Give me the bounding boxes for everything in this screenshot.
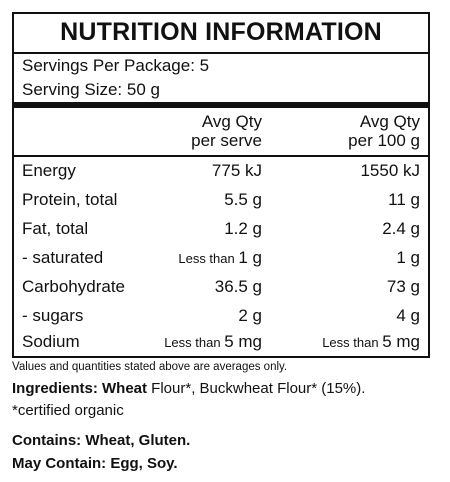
per-100g-value: 1550 kJ xyxy=(360,161,420,180)
per-serve-value: Less than 1 g xyxy=(178,248,262,267)
column-header-per-100g: Avg Qty per 100 g xyxy=(348,112,420,150)
table-row: Energy 775 kJ 1550 kJ xyxy=(14,157,428,186)
may-contain-statement: May Contain: Egg, Soy. xyxy=(12,455,178,472)
per-100g-value: Less than 5 mg xyxy=(322,332,420,351)
row-label: Energy xyxy=(22,161,76,180)
ingredients-label: Ingredients: xyxy=(12,380,98,397)
panel-title: NUTRITION INFORMATION xyxy=(60,18,382,46)
table-row: Sodium Less than 5 mg Less than 5 mg xyxy=(14,328,428,357)
servings-per-package: Servings Per Package: 5 xyxy=(22,56,210,75)
row-label: Protein, total xyxy=(22,190,118,209)
per-serve-value: 5.5 g xyxy=(224,190,262,209)
per-100g-value: 11 g xyxy=(388,190,420,209)
row-label: - saturated xyxy=(22,248,104,267)
serving-size: Serving Size: 50 g xyxy=(22,80,160,99)
table-row: Fat, total 1.2 g 2.4 g xyxy=(14,215,428,244)
averages-footnote: Values and quantities stated above are a… xyxy=(12,361,288,373)
row-label: Sodium xyxy=(22,332,80,351)
per-serve-line1: Avg Qty xyxy=(201,112,262,131)
per-serve-value: 775 kJ xyxy=(211,161,262,180)
per-serve-value: 2 g xyxy=(238,306,262,325)
table-row: Protein, total 5.5 g 11 g xyxy=(14,186,428,215)
per-serve-line2: per serve xyxy=(191,131,262,150)
per-serve-value: 36.5 g xyxy=(214,277,262,296)
per-100g-line2: per 100 g xyxy=(348,131,420,150)
ingredients-text: Flour*, Buckwheat Flour* (15%). xyxy=(147,380,366,397)
row-label: Carbohydrate xyxy=(22,277,126,296)
thick-divider xyxy=(14,102,428,108)
wheat-highlight: Wheat xyxy=(102,380,148,397)
column-header-per-serve: Avg Qty per serve xyxy=(191,112,262,150)
per-serve-value: 1.2 g xyxy=(224,219,262,238)
divider xyxy=(14,52,428,54)
row-label: - sugars xyxy=(22,306,84,325)
certified-organic-note: *certified organic xyxy=(12,402,124,419)
contains-statement: Contains: Wheat, Gluten. xyxy=(12,432,191,449)
per-serve-value: Less than 5 mg xyxy=(164,332,262,351)
table-row: - sugars 2 g 4 g xyxy=(14,302,428,331)
divider xyxy=(14,155,428,157)
ingredients-statement: Ingredients: Wheat Flour*, Buckwheat Flo… xyxy=(12,380,365,397)
table-row: - saturated Less than 1 g 1 g xyxy=(14,244,428,273)
table-row: Carbohydrate 36.5 g 73 g xyxy=(14,273,428,302)
per-100g-value: 4 g xyxy=(396,306,420,325)
per-100g-value: 73 g xyxy=(386,277,420,296)
per-100g-line1: Avg Qty xyxy=(359,112,420,131)
per-100g-value: 2.4 g xyxy=(382,219,420,238)
nutrition-panel: NUTRITION INFORMATION Servings Per Packa… xyxy=(12,12,430,358)
row-label: Fat, total xyxy=(22,219,89,238)
per-100g-value: 1 g xyxy=(396,248,420,267)
